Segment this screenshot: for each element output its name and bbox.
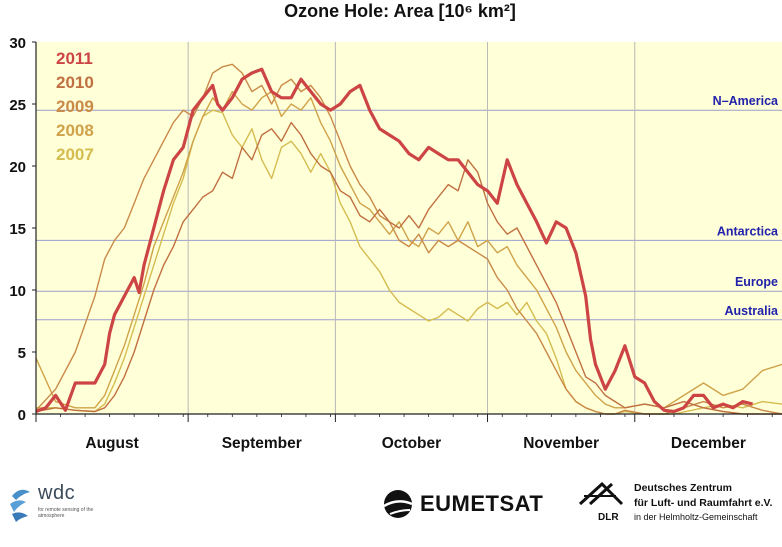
- plot-area: [36, 42, 782, 414]
- x-tick-label: November: [523, 435, 599, 452]
- legend-entry: 2009: [56, 97, 94, 116]
- series-line-2008: [35, 90, 782, 409]
- dlr-logo-abbr: DLR: [598, 512, 619, 523]
- legend-entry: 2007: [56, 145, 94, 164]
- ozone-chart: Ozone Hole: Area [10⁶ km²] N–America Anta…: [9, 1, 782, 452]
- x-tick-label: August: [85, 435, 138, 452]
- y-tick-label: 30: [9, 35, 26, 52]
- y-tick-label: 15: [9, 221, 26, 238]
- legend-entry: 2008: [56, 121, 94, 140]
- x-tick-label: December: [671, 435, 746, 452]
- reference-label: N–America: [713, 94, 779, 108]
- dlr-line-2: für Luft- und Raumfahrt e.V.: [634, 497, 773, 509]
- eumetsat-globe-icon: [383, 490, 413, 518]
- eumetsat-logo-text: EUMETSAT: [420, 491, 544, 516]
- legend-entry: 2010: [56, 73, 94, 92]
- y-tick-label: 25: [9, 97, 26, 114]
- dlr-line-3: in der Helmholtz-Gemeinschaft: [634, 512, 758, 522]
- y-tick-label: 0: [18, 407, 26, 424]
- y-tick-label: 5: [18, 345, 26, 362]
- logo-footer: wdc for remote sensing of the atmosphere…: [0, 470, 782, 547]
- x-tick-label: September: [222, 435, 302, 452]
- x-tick-label: October: [382, 435, 441, 452]
- series-line-2010: [35, 121, 782, 415]
- dlr-line-1: Deutsches Zentrum: [634, 482, 733, 494]
- chart-title: Ozone Hole: Area [10⁶ km²]: [284, 1, 516, 21]
- eumetsat-logo: EUMETSAT: [382, 488, 562, 520]
- legend-entry: 2011: [56, 49, 93, 68]
- wdc-logo-subtext: for remote sensing of the atmosphere: [38, 507, 94, 519]
- reference-label: Europe: [735, 275, 778, 289]
- wdc-swirl-icon: [10, 489, 30, 522]
- wdc-logo-text: wdc: [38, 482, 76, 504]
- wdc-logo: wdc for remote sensing of the atmosphere: [6, 482, 106, 532]
- dlr-logo: DLR Deutsches Zentrum für Luft- und Raum…: [574, 482, 779, 542]
- y-tick-label: 20: [9, 159, 26, 176]
- series-line-2009: [35, 63, 782, 415]
- series-line-2011: [35, 67, 753, 414]
- y-tick-label: 10: [9, 283, 26, 300]
- dlr-emblem-icon: [578, 482, 624, 506]
- reference-label: Australia: [725, 304, 780, 318]
- reference-label: Antarctica: [717, 224, 779, 238]
